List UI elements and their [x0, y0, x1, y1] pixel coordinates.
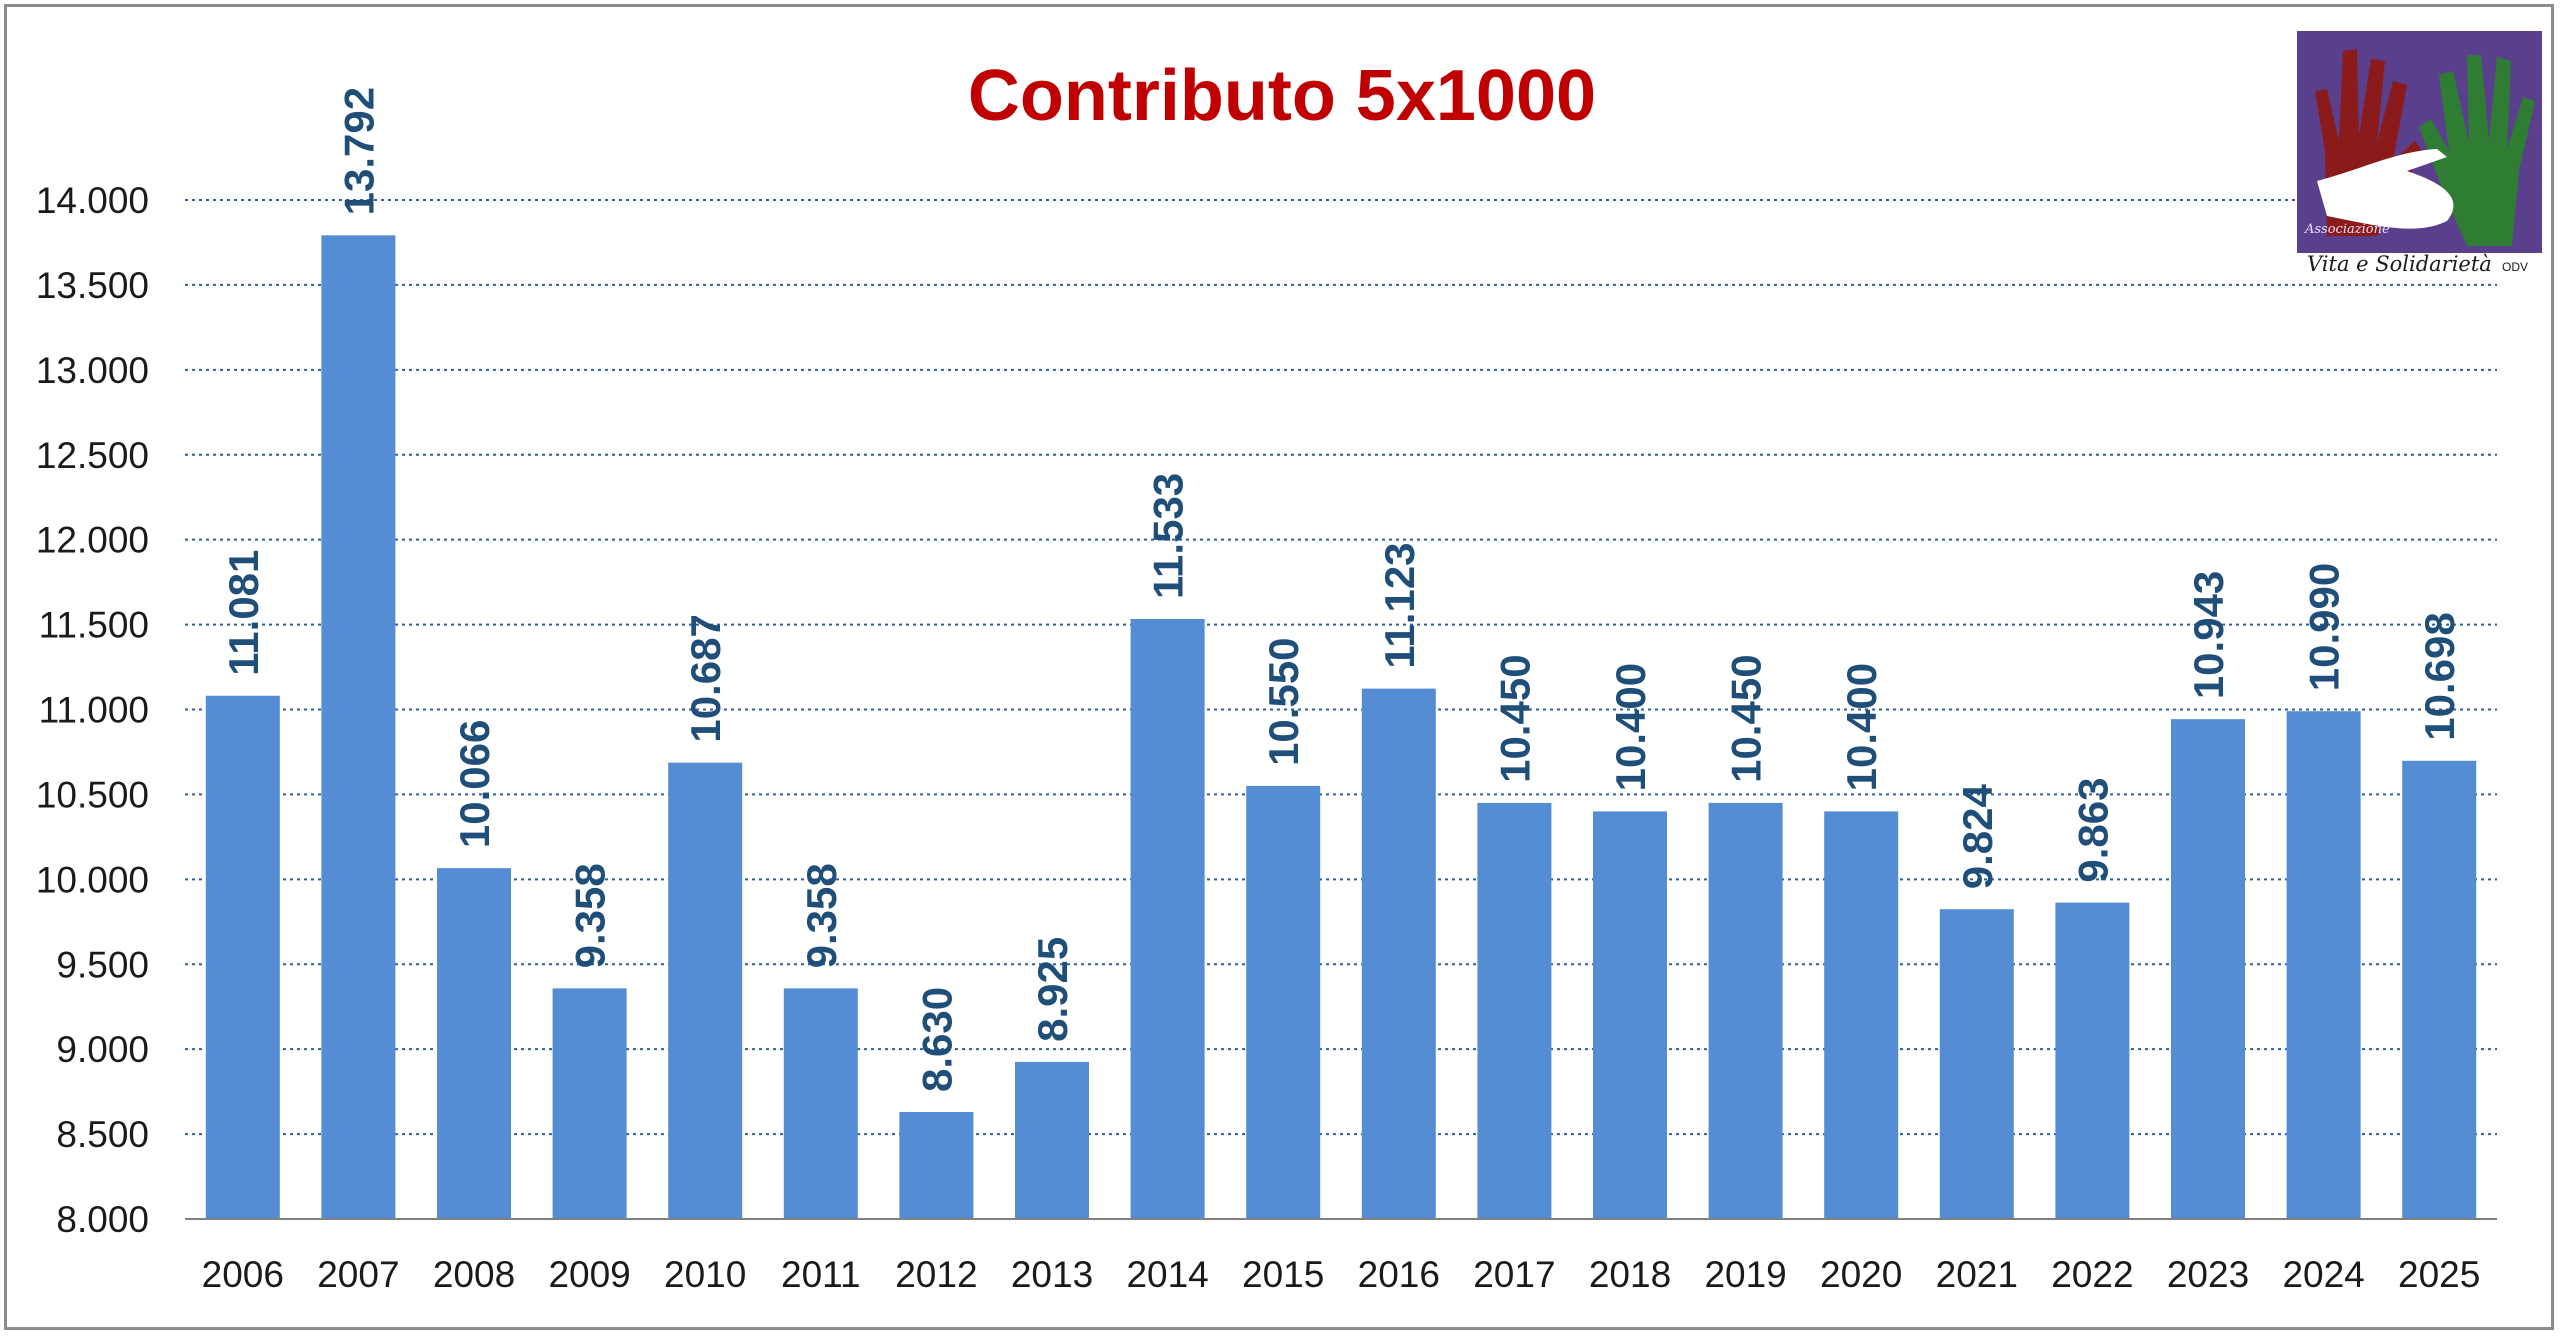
x-tick-label: 2013 — [1011, 1254, 1093, 1295]
x-tick-label: 2007 — [317, 1254, 399, 1295]
y-tick-label: 10.500 — [36, 774, 149, 815]
x-tick-label: 2023 — [2167, 1254, 2249, 1295]
y-tick-label: 12.500 — [36, 435, 149, 476]
bar — [1246, 785, 1321, 1219]
bar — [552, 988, 627, 1219]
bar — [2055, 902, 2130, 1219]
y-tick-label: 10.000 — [36, 859, 149, 900]
data-label: 9.824 — [1954, 783, 2001, 889]
x-tick-label: 2014 — [1126, 1254, 1208, 1295]
data-label: 10.400 — [1838, 663, 1885, 791]
data-labels: 11.081 13.792 10.066 9.358 10.687 9.358 8.630 8… — [220, 87, 2463, 1092]
chart-title: Contributo 5x1000 — [968, 56, 1596, 136]
data-label: 10.687 — [682, 614, 729, 742]
x-tick-label: 2024 — [2282, 1254, 2364, 1295]
bar-chart: Contributo 5x1000 8.000 8.500 9.000 9.500 10… — [36, 56, 2497, 1295]
x-tick-label: 2006 — [202, 1254, 284, 1295]
data-label: 11.081 — [220, 550, 267, 676]
x-tick-label: 2019 — [1704, 1254, 1786, 1295]
x-tick-label: 2018 — [1589, 1254, 1671, 1295]
y-tick-label: 11.500 — [39, 605, 149, 646]
data-label: 11.123 — [1376, 542, 1423, 668]
data-label: 10.550 — [1260, 637, 1307, 765]
data-label: 10.066 — [451, 720, 498, 848]
data-label: 13.792 — [335, 87, 382, 215]
bar — [437, 868, 511, 1219]
bar — [2286, 711, 2361, 1219]
x-tick-label: 2015 — [1242, 1254, 1324, 1295]
y-tick-label: 8.500 — [56, 1114, 149, 1155]
bar — [2171, 719, 2245, 1219]
y-axis-ticks: 8.000 8.500 9.000 9.500 10.000 10.500 11.000 11… — [36, 180, 149, 1240]
data-label: 10.400 — [1607, 663, 1654, 791]
x-tick-label: 2012 — [895, 1254, 977, 1295]
x-tick-label: 2016 — [1358, 1254, 1440, 1295]
bar — [1824, 811, 1899, 1219]
data-label: 9.863 — [2069, 777, 2116, 882]
data-label: 9.358 — [798, 863, 845, 968]
bars — [205, 235, 2477, 1220]
logo-text-line2: Vita e Solidarietà — [2307, 252, 2492, 276]
x-axis-ticks: 2006 2007 2008 2009 2010 2011 2012 2013 2014 2015… — [202, 1254, 2481, 1295]
bar — [1130, 618, 1205, 1219]
bar — [668, 762, 743, 1219]
data-label: 10.450 — [1723, 654, 1770, 782]
white-hand-icon — [2317, 149, 2454, 229]
x-tick-label: 2022 — [2051, 1254, 2133, 1295]
y-tick-label: 13.500 — [36, 265, 149, 306]
x-tick-label: 2008 — [433, 1254, 515, 1295]
grid-lines — [185, 199, 2497, 1136]
bar — [1015, 1061, 1089, 1219]
y-tick-label: 8.000 — [56, 1199, 149, 1240]
data-label: 8.630 — [913, 987, 960, 1092]
logo-text-line1: Associazione — [2304, 222, 2390, 237]
data-label: 10.450 — [1491, 654, 1538, 782]
y-tick-label: 9.000 — [56, 1029, 149, 1070]
y-tick-label: 14.000 — [36, 180, 149, 221]
x-tick-label: 2009 — [548, 1254, 630, 1295]
bar — [1939, 909, 2014, 1219]
data-label: 11.533 — [1145, 473, 1192, 599]
x-tick-label: 2010 — [664, 1254, 746, 1295]
chart-frame: Contributo 5x1000 8.000 8.500 9.000 9.500 10… — [4, 4, 2554, 1330]
bar — [205, 695, 280, 1219]
bar — [899, 1112, 974, 1219]
bar — [1708, 802, 1783, 1219]
x-tick-label: 2021 — [1936, 1254, 2018, 1295]
logo-text-suffix: ODV — [2502, 260, 2528, 274]
bar — [1361, 688, 1436, 1219]
x-tick-label: 2025 — [2398, 1254, 2480, 1295]
data-label: 10.990 — [2301, 563, 2348, 691]
y-tick-label: 13.000 — [36, 350, 149, 391]
bar — [1593, 811, 1667, 1219]
logo-image: Associazione Vita e Solidarietà ODV — [2297, 31, 2542, 276]
y-tick-label: 9.500 — [56, 944, 149, 985]
data-label: 10.698 — [2416, 612, 2463, 740]
x-tick-label: 2017 — [1473, 1254, 1555, 1295]
bar — [2402, 760, 2477, 1219]
data-label: 9.358 — [567, 863, 614, 968]
data-label: 8.925 — [1029, 937, 1076, 1042]
x-tick-label: 2020 — [1820, 1254, 1902, 1295]
bar — [783, 988, 858, 1219]
x-tick-label: 2011 — [781, 1254, 861, 1295]
y-tick-label: 12.000 — [36, 520, 149, 561]
data-label: 10.943 — [2185, 571, 2232, 699]
association-logo: Associazione Vita e Solidarietà ODV — [2297, 31, 2542, 281]
bar — [321, 235, 396, 1220]
bar — [1477, 802, 1552, 1219]
y-tick-label: 11.000 — [39, 690, 149, 731]
